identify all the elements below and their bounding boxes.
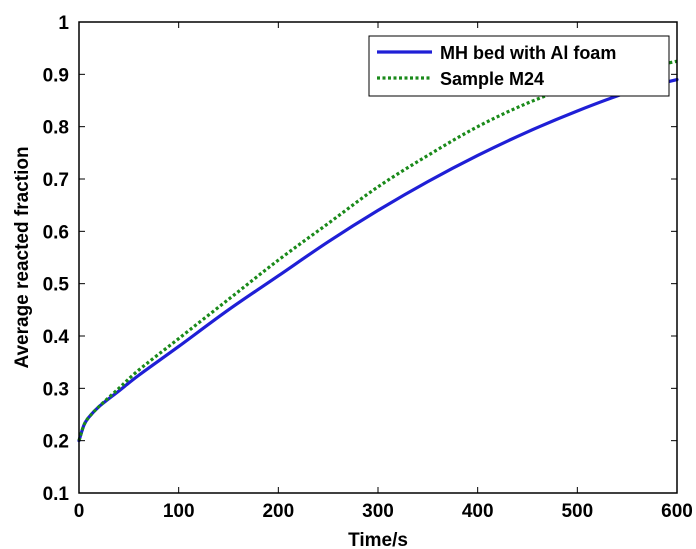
- y-tick-label: 0.9: [43, 65, 69, 86]
- x-tick-label: 0: [74, 501, 85, 522]
- y-tick-label: 0.6: [43, 222, 69, 243]
- legend: MH bed with Al foam Sample M24: [368, 35, 670, 97]
- legend-label-mh-bed: MH bed with Al foam: [440, 43, 616, 63]
- y-tick-label: 0.1: [43, 484, 70, 505]
- y-tick-label: 0.2: [43, 432, 69, 453]
- x-tick-label: 100: [163, 501, 195, 522]
- x-tick-label: 200: [262, 501, 294, 522]
- x-tick-label: 500: [561, 501, 593, 522]
- x-tick-label: 400: [462, 501, 494, 522]
- legend-box: [368, 35, 670, 97]
- y-tick-label: 0.3: [43, 379, 69, 400]
- ticks-layer: 0 100 200 300 400 500 600 0.1 0.2 0.3 0.4 0.5 0.6 0.7…: [43, 13, 693, 522]
- series-line-1: [77, 59, 678, 442]
- y-tick-label: 0.7: [43, 170, 69, 191]
- x-axis-label: Time/s: [348, 530, 408, 549]
- y-axis-label: Average reacted fraction: [12, 146, 33, 368]
- y-tick-label: 1: [58, 13, 69, 34]
- x-tick-label: 600: [661, 501, 693, 522]
- series-layer: [77, 59, 679, 443]
- y-tick-label: 0.5: [43, 275, 70, 296]
- y-tick-label: 0.4: [43, 327, 70, 348]
- x-tick-label: 300: [362, 501, 394, 522]
- legend-label-sample-m24: Sample M24: [440, 69, 544, 89]
- y-tick-label: 0.8: [43, 118, 69, 139]
